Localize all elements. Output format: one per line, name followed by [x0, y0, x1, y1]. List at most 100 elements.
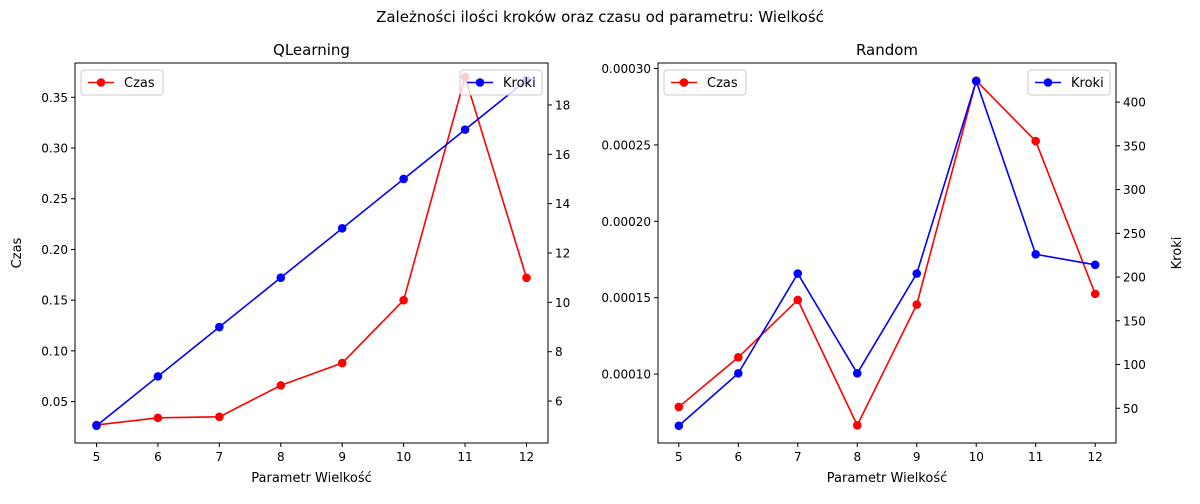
y-left-tick-label: 0.30	[41, 142, 68, 156]
y-right-tick-label: 18	[555, 98, 570, 112]
legend-marker	[679, 78, 689, 87]
y-right-tick-label: 6	[555, 395, 563, 409]
panel-random: Random 5 6 7 8 9 10 11 12 Parametr Wielkość 0.0001…	[601, 41, 1185, 486]
data-point-kroki	[1090, 260, 1100, 270]
chart-title: QLearning	[273, 41, 350, 59]
legend-marker	[1043, 78, 1053, 87]
series-line-czas	[678, 79, 1096, 428]
x-tick-label: 7	[216, 450, 224, 464]
data-point-czas	[733, 352, 743, 362]
legend-box	[80, 69, 164, 96]
x-tick-label: 6	[154, 450, 162, 464]
y-left-tick-label: 0.00010	[601, 368, 651, 382]
data-point-kroki	[1031, 250, 1041, 259]
y-left-tick-label: 0.00015	[601, 291, 651, 305]
legend-kroki: Kroki	[459, 69, 543, 96]
figure-suptitle: Zależności ilości kroków oraz czasu od p…	[376, 8, 824, 26]
y-right-tick-label: 400	[1123, 96, 1146, 110]
x-tick-label: 8	[277, 450, 285, 464]
x-tick-label: 12	[1088, 450, 1103, 464]
y-right-axis-label: Kroki	[1170, 237, 1185, 270]
y-right-tick-label: 150	[1123, 314, 1146, 328]
legend-czas: Czas	[80, 69, 164, 96]
x-tick-label: 10	[969, 450, 984, 464]
data-point-czas	[912, 300, 922, 309]
legend-label: Czas	[124, 76, 155, 91]
y-right-tick-label: 350	[1123, 139, 1146, 153]
y-right-tick-label: 10	[555, 296, 570, 310]
x-tick-label: 8	[853, 450, 861, 464]
x-tick-label: 11	[1028, 450, 1043, 464]
data-point-czas	[215, 412, 224, 422]
data-point-kroki	[276, 273, 286, 282]
data-point-kroki	[92, 421, 101, 431]
y-right-tick-label: 300	[1123, 183, 1146, 197]
x-tick-label: 11	[457, 450, 472, 464]
data-point-kroki	[399, 174, 408, 184]
x-tick-label: 7	[794, 450, 802, 464]
y-left-tick-label: 0.25	[41, 192, 68, 206]
data-point-czas	[399, 295, 408, 305]
data-point-czas	[153, 413, 163, 423]
series-line-kroki	[678, 78, 1096, 427]
data-point-czas	[674, 402, 684, 412]
legend-label: Kroki	[503, 76, 536, 91]
x-tick-label: 9	[913, 450, 921, 464]
data-point-kroki	[337, 224, 347, 233]
series-line-kroki	[95, 79, 528, 427]
legend-label: Kroki	[1071, 76, 1104, 91]
x-tick-label: 6	[734, 450, 742, 464]
x-tick-label: 10	[396, 450, 411, 464]
x-axis-label: Parametr Wielkość	[251, 471, 372, 486]
y-right-tick-label: 12	[555, 247, 570, 261]
legend-marker	[475, 78, 485, 87]
x-tick-label: 5	[675, 450, 683, 464]
data-point-czas	[1090, 289, 1100, 299]
y-left-tick-label: 0.35	[41, 91, 68, 105]
legend-label: Czas	[707, 76, 738, 91]
plot-frame	[74, 62, 549, 444]
x-axis-label: Parametr Wielkość	[827, 471, 948, 486]
data-point-kroki	[153, 372, 163, 381]
legend-kroki: Kroki	[1027, 69, 1111, 96]
y-left-tick-label: 0.15	[41, 294, 68, 308]
data-point-kroki	[793, 269, 803, 278]
data-point-kroki	[971, 76, 981, 86]
y-right-tick-label: 8	[555, 345, 563, 359]
x-tick-label: 5	[93, 450, 101, 464]
data-point-czas	[337, 358, 347, 368]
y-right-tick-label: 100	[1123, 358, 1146, 372]
data-point-czas	[852, 420, 862, 430]
y-left-tick-label: 0.00025	[601, 138, 651, 152]
y-right-tick-label: 250	[1123, 227, 1146, 241]
legend-box	[663, 69, 747, 96]
data-point-kroki	[215, 322, 224, 332]
data-point-czas	[1031, 136, 1041, 146]
y-left-tick-label: 0.00020	[601, 215, 651, 229]
chart-title: Random	[856, 41, 918, 59]
data-point-kroki	[674, 421, 684, 431]
legend-box	[459, 69, 543, 96]
panel-qlearning: QLearning 5 6 7 8 9 10 11 12 Parametr Wielkość 0.0…	[10, 41, 570, 486]
data-point-kroki	[733, 368, 743, 378]
y-right-tick-label: 16	[555, 148, 570, 162]
y-left-tick-label: 0.05	[41, 395, 68, 409]
y-left-tick-label: 0.00030	[601, 62, 651, 76]
data-point-kroki	[852, 368, 862, 378]
y-left-tick-label: 0.10	[41, 344, 68, 358]
data-point-czas	[276, 381, 286, 390]
y-right-tick-label: 14	[555, 197, 570, 211]
y-right-tick-label: 200	[1123, 271, 1146, 285]
data-point-czas	[793, 295, 803, 305]
plot-frame	[657, 62, 1117, 444]
data-point-czas	[522, 273, 531, 283]
y-right-tick-label: 50	[1123, 402, 1138, 416]
data-point-kroki	[460, 125, 470, 134]
data-point-kroki	[912, 269, 922, 278]
legend-marker	[96, 78, 106, 87]
legend-czas: Czas	[663, 69, 747, 96]
series-line-czas	[96, 74, 528, 426]
y-left-axis-label: Czas	[10, 237, 25, 268]
